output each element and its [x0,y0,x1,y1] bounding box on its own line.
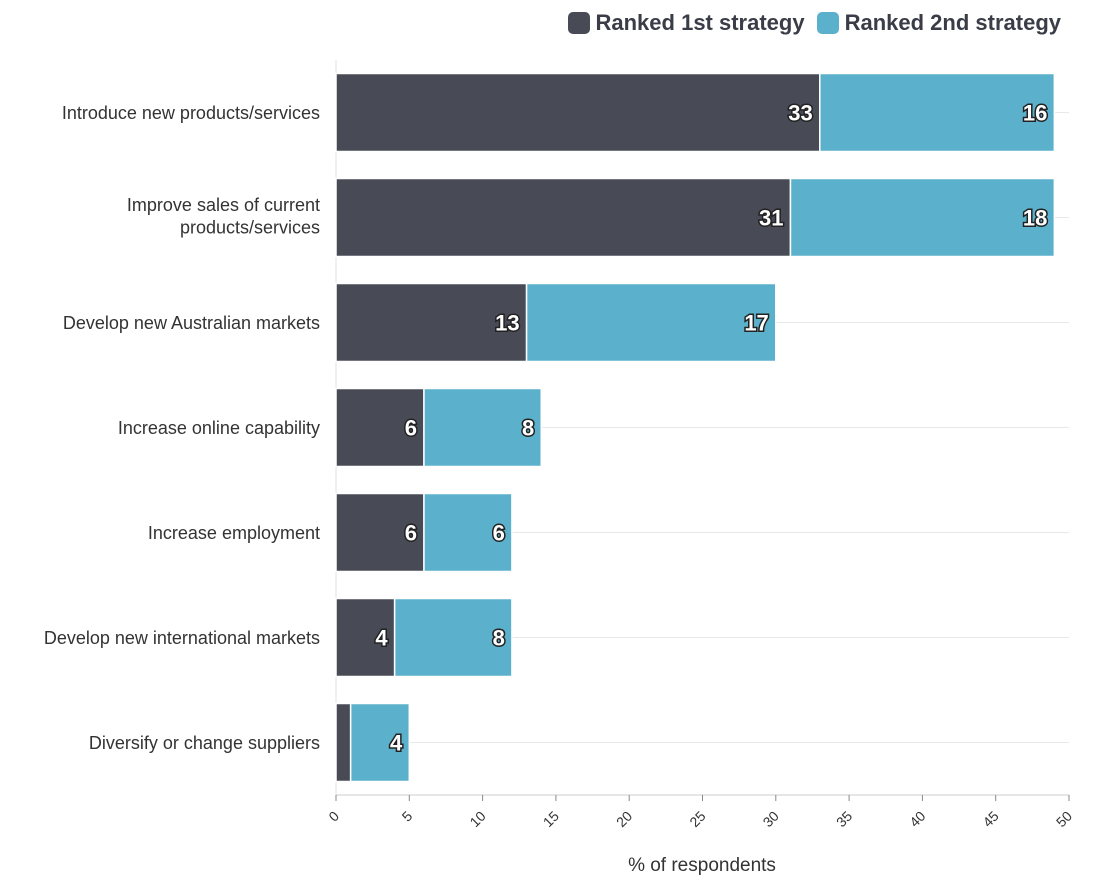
bar-segment-series-2[interactable] [423,492,513,573]
bar-segment-series-2[interactable] [393,597,513,678]
category-label: Increase employment [148,523,320,543]
data-label: 17 [744,311,768,336]
bar-segment-series-1[interactable] [335,387,425,468]
x-tick-label: 5 [399,808,416,825]
data-label: 13 [495,311,519,336]
data-label: 8 [493,626,505,651]
data-label: 8 [522,416,534,441]
data-label: 33 [788,101,812,126]
bars: 33 16 31 18 13 17 6 8 6 6 4 8 4 [335,72,1056,783]
data-label: 4 [390,731,403,756]
x-tick-label: 0 [325,808,342,825]
data-label: 6 [405,416,417,441]
x-tick-label: 25 [686,808,708,830]
x-tick-label: 40 [906,808,928,830]
bar-segment-series-2[interactable] [789,177,1056,258]
x-axis-title: % of respondents [628,855,776,876]
legend-item-ranked-2nd[interactable]: Ranked 2nd strategy [816,10,1061,36]
bar-segment-series-2[interactable] [423,387,542,468]
data-label: 6 [493,521,505,546]
legend-swatch-ranked-2nd [816,12,839,34]
legend: Ranked 1st strategy Ranked 2nd strategy [567,10,1061,36]
x-tick-label: 50 [1053,808,1075,830]
x-tick-label: 10 [466,808,488,830]
category-labels: Introduce new products/services Improve s… [44,103,320,753]
legend-label-ranked-1st: Ranked 1st strategy [595,10,805,35]
x-tick-label: 15 [540,808,562,830]
x-tick-label: 35 [833,808,855,830]
x-tick-label: 20 [613,808,635,830]
x-tick-label: 30 [760,808,782,830]
category-label: Improve sales of current products/service… [127,195,320,238]
data-label: 4 [375,626,388,651]
x-axis: 0 5 10 15 20 25 30 35 40 45 50 [325,794,1075,830]
bar-segment-series-1[interactable] [335,282,528,363]
bar-segment-series-1[interactable] [335,702,352,783]
category-label: Develop new Australian markets [63,313,320,333]
bar-segment-series-1[interactable] [335,177,792,258]
category-label: Develop new international markets [44,628,320,648]
bar-segment-series-1[interactable] [335,72,821,153]
legend-label-ranked-2nd: Ranked 2nd strategy [844,10,1061,35]
data-label: 6 [405,521,417,546]
data-label: 18 [1023,206,1047,231]
bar-segment-series-2[interactable] [819,72,1056,153]
legend-item-ranked-1st[interactable]: Ranked 1st strategy [567,10,805,36]
data-label: 16 [1023,101,1047,126]
category-label: Diversify or change suppliers [89,733,320,753]
data-label: 31 [759,206,783,231]
x-tick-label: 45 [979,808,1001,830]
legend-swatch-ranked-1st [567,12,590,34]
category-label: Introduce new products/services [62,103,320,123]
category-label: Increase online capability [118,418,320,438]
bar-segment-series-2[interactable] [525,282,777,363]
bar-segment-series-2[interactable] [349,702,411,783]
